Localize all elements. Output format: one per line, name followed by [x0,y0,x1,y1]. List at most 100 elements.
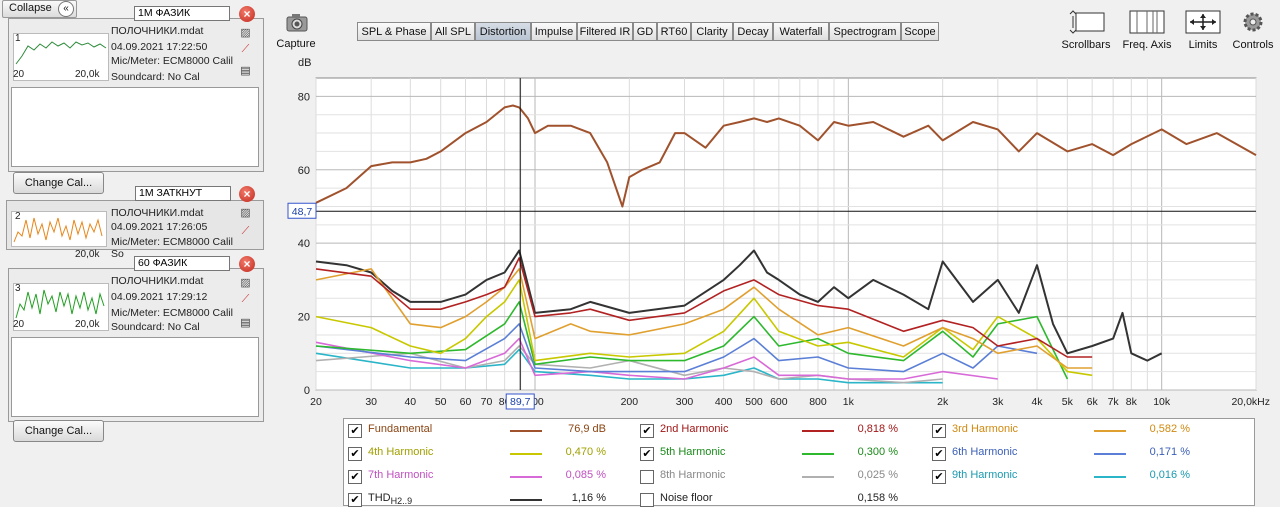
legend-name: Noise floor [660,492,713,504]
legend-subscript: H2..9 [390,496,413,507]
legend-label-3rd-harmonic: 3rd Harmonic [952,423,1018,435]
x-tick-label: 1k [843,396,855,408]
tab-spectrogram[interactable]: Spectrogram [829,22,901,41]
controls-label: Controls [1232,39,1274,51]
tab-waterfall[interactable]: Waterfall [773,22,829,41]
x-tick-label: 300 [676,396,694,408]
legend-checkbox-3rd-harmonic[interactable]: ✔ [932,424,946,438]
legend-checkbox-4th-harmonic[interactable]: ✔ [348,447,362,461]
measurement-name-field[interactable] [134,6,230,21]
legend-label-5th-harmonic: 5th Harmonic [660,446,725,458]
x-tick-label: 20 [310,396,322,408]
tab-distortion[interactable]: Distortion [475,22,531,41]
legend-value-thd: 1,16 % [571,492,606,504]
x-tick-label: 800 [809,396,827,408]
measurement-card-2[interactable]: 2 20,0k × ПОЛОЧНИКИ.mdat 04.09.2021 17:2… [6,186,264,260]
legend-value-4th-harmonic: 0,470 % [565,446,606,458]
change-cal-button[interactable]: Change Cal... [13,172,104,194]
legend-name: 7th Harmonic [368,469,434,481]
change-cal-button[interactable]: Change Cal... [13,420,104,442]
measurement-index: 2 [15,211,21,222]
x-tick-label: 30 [365,396,377,408]
legend-checkbox-9th-harmonic[interactable]: ✔ [932,470,946,484]
x-tick-label: 70 [481,396,493,408]
measurement-card-3[interactable]: 3 20 20,0k × ПОЛОЧНИКИ.mdat 04.09.2021 1… [8,256,264,422]
measurement-mic: Mic/Meter: ECM8000 Calil [111,236,233,248]
cursor-y-readout: 48,7 [292,206,313,218]
freq-axis-label: Freq. Axis [1122,39,1172,51]
legend-checkbox-fundamental[interactable]: ✔ [348,424,362,438]
tab-impulse[interactable]: Impulse [531,22,577,41]
legend-name: 9th Harmonic [952,469,1018,481]
legend-value-6th-harmonic: 0,171 % [1149,446,1190,458]
legend-value-2nd-harmonic: 0,818 % [857,423,898,435]
measurement-notes-area[interactable] [11,87,259,167]
graph-edit-icon[interactable]: ▨ [240,277,251,289]
legend-value-9th-harmonic: 0,016 % [1149,469,1190,481]
legend-name: 3rd Harmonic [952,423,1019,435]
gear-icon [1243,12,1263,32]
legend-checkbox-6th-harmonic[interactable]: ✔ [932,447,946,461]
tab-spl-phase[interactable]: SPL & Phase [357,22,431,41]
notes-icon[interactable]: ▤ [240,65,251,77]
measurement-date: 04.09.2021 17:26:05 [111,221,208,233]
y-axis-label: dB [298,57,311,69]
legend-checkbox-7th-harmonic[interactable]: ✔ [348,470,362,484]
measurement-notes-area[interactable] [11,337,259,417]
tab-scope[interactable]: Scope [901,22,939,41]
thumb-x-max: 20,0k [75,319,100,330]
legend-label-thd: THDH2..9 [368,492,412,506]
legend-value-fundamental: 76,9 dB [568,423,606,435]
tab-clarity[interactable]: Clarity [691,22,733,41]
legend-value-7th-harmonic: 0,085 % [565,469,606,481]
legend-checkbox-thd[interactable]: ✔ [348,493,362,507]
legend-checkbox-noise-floor[interactable] [640,493,654,507]
tab-rt60[interactable]: RT60 [657,22,691,41]
limits-arrows-icon [1185,10,1221,34]
limits-button[interactable]: Limits [1180,8,1226,54]
legend-swatch-9th-harmonic [1094,476,1126,478]
legend-label-4th-harmonic: 4th Harmonic [368,446,433,458]
x-tick-label: 6k [1087,396,1099,408]
legend-label-9th-harmonic: 9th Harmonic [952,469,1017,481]
graph-edit-icon[interactable]: ▨ [240,27,251,39]
tab-all-spl[interactable]: All SPL [431,22,475,41]
mic-cal-icon[interactable]: ⟋ [241,225,250,237]
double-chevron-left-icon: « [58,1,74,17]
measurement-file: ПОЛОЧНИКИ.mdat [111,207,204,219]
cursor-x-readout: 89,7 [510,396,531,408]
x-tick-label: 7k [1108,396,1120,408]
measurement-name-field[interactable] [134,256,230,271]
controls-button[interactable]: Controls [1228,8,1278,54]
tab-filtered-ir[interactable]: Filtered IR [577,22,633,41]
notes-icon[interactable]: ▤ [240,317,251,329]
scrollbars-label: Scrollbars [1061,39,1111,51]
remove-measurement-close-icon[interactable]: × [239,186,255,202]
scrollbars-button[interactable]: Scrollbars [1058,8,1114,54]
capture-button[interactable]: Capture [276,8,316,52]
legend-checkbox-2nd-harmonic[interactable]: ✔ [640,424,654,438]
x-tick-label: 600 [770,396,788,408]
freq-axis-button[interactable]: Freq. Axis [1118,8,1176,54]
graph-edit-icon[interactable]: ▨ [240,207,251,219]
thumb-x-max: 20,0k [75,69,100,80]
mic-cal-icon[interactable]: ⟋ [241,293,250,305]
measurement-thumbnail-2 [11,211,107,247]
measurement-name-field[interactable] [135,186,231,201]
collapse-button[interactable]: Collapse « [2,0,77,18]
tab-gd[interactable]: GD [633,22,657,41]
thumbnail-graph-3 [15,289,105,319]
legend-checkbox-5th-harmonic[interactable]: ✔ [640,447,654,461]
x-tick-label: 20,0kHz [1231,396,1270,408]
series-line-9th-harmonic [315,348,943,384]
measurement-card-1[interactable]: 1 20 20,0k × ПОЛОЧНИКИ.mdat 04.09.2021 1… [8,6,264,172]
legend-label-fundamental: Fundamental [368,423,432,435]
series-line-6th-harmonic [315,323,1038,373]
legend-label-6th-harmonic: 6th Harmonic [952,446,1017,458]
mic-cal-icon[interactable]: ⟋ [241,43,250,55]
legend-checkbox-8th-harmonic[interactable] [640,470,654,484]
remove-measurement-close-icon[interactable]: × [239,256,255,272]
tab-decay[interactable]: Decay [733,22,773,41]
remove-measurement-close-icon[interactable]: × [239,6,255,22]
